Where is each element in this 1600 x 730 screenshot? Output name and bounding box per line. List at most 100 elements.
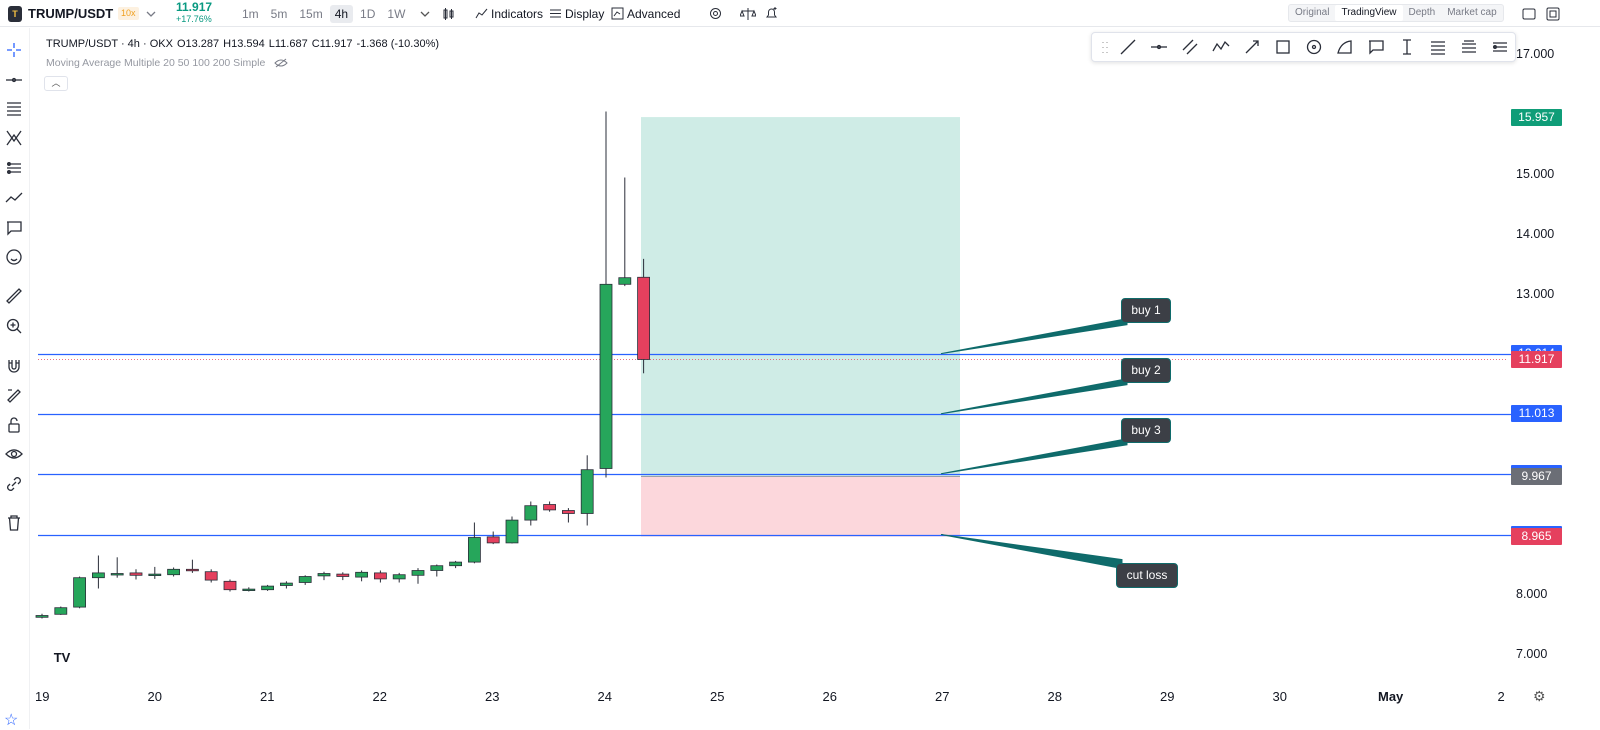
fullscreen-icon[interactable]: [1546, 0, 1560, 27]
tab-1m[interactable]: 1m: [242, 6, 259, 21]
more-timeframes-icon[interactable]: [420, 0, 430, 27]
indicator-legend[interactable]: Moving Average Multiple 20 50 100 200 Si…: [46, 57, 288, 69]
rectangle-tool-icon[interactable]: [1267, 34, 1298, 60]
candle-body: [336, 573, 350, 577]
time-axis-tick: 29: [1160, 689, 1175, 704]
chevron-down-icon[interactable]: [146, 0, 156, 27]
hide-eye-icon[interactable]: [274, 58, 288, 68]
window-icon[interactable]: [1522, 0, 1536, 27]
price-badge: 8.965: [1511, 528, 1562, 546]
callout-pointer: [940, 534, 1123, 570]
price-range-tool-icon[interactable]: [1391, 34, 1422, 60]
display-button[interactable]: Display: [549, 0, 604, 27]
candle-body: [185, 568, 199, 572]
forecast-tool-icon[interactable]: [4, 188, 24, 208]
candle-body: [35, 615, 49, 618]
tab-4h[interactable]: 4h: [329, 4, 354, 23]
callout-buy-3[interactable]: buy 3: [1121, 417, 1171, 443]
price-axis-tick: 17.000: [1516, 46, 1555, 61]
time-axis-tick: May: [1378, 689, 1404, 704]
settings-gear-icon[interactable]: [708, 0, 723, 27]
legend-low: L11.687: [268, 38, 308, 50]
view-market-cap[interactable]: Market cap: [1447, 7, 1497, 18]
arc-tool-icon[interactable]: [1329, 34, 1360, 60]
time-axis-tick: 27: [935, 689, 950, 704]
scale-balance-icon[interactable]: [740, 0, 756, 27]
display-icon: [550, 9, 561, 18]
pair-name: TRUMP/USDT: [28, 6, 114, 21]
time-axis-tick: 24: [597, 689, 612, 704]
view-depth[interactable]: Depth: [1408, 7, 1436, 18]
circle-tool-icon[interactable]: [1298, 34, 1329, 60]
prediction-tool-icon[interactable]: [4, 158, 24, 178]
candle-body: [618, 277, 632, 285]
alert-add-icon[interactable]: [764, 0, 779, 27]
callout-cut-loss[interactable]: cut loss: [1116, 562, 1178, 588]
advanced-button[interactable]: Advanced: [611, 0, 680, 27]
view-tradingview[interactable]: TradingView: [1335, 5, 1403, 21]
horizontal-ray-icon[interactable]: [1143, 34, 1174, 60]
legend-close: C11.917: [311, 38, 353, 50]
arrow-tool-icon[interactable]: [1236, 34, 1267, 60]
eye-icon[interactable]: [4, 444, 24, 464]
candle-type-icon[interactable]: [442, 0, 456, 27]
tab-15m[interactable]: 15m: [299, 6, 323, 21]
callout-tool-icon[interactable]: [1360, 34, 1391, 60]
top-toolbar: T TRUMP/USDT 10x 11.917 +17.76% 1m 5m 15…: [0, 0, 1600, 27]
lock-icon[interactable]: [4, 415, 24, 435]
candle-body: [505, 519, 519, 544]
price-axis-tick: 14.000: [1516, 226, 1555, 241]
tab-5m[interactable]: 5m: [270, 6, 288, 21]
candle-body: [355, 571, 369, 578]
time-axis-tick: 19: [35, 689, 50, 704]
symbol-selector[interactable]: TRUMP/USDT: [28, 0, 113, 27]
stop-zone: [641, 476, 960, 537]
favorite-star-icon[interactable]: ☆: [4, 712, 19, 729]
magnet-icon[interactable]: [4, 356, 24, 376]
indicator-label: Moving Average Multiple 20 50 100 200 Si…: [46, 57, 266, 69]
collapse-legend-button[interactable]: ︿: [44, 76, 68, 91]
line-tool-icon[interactable]: [1112, 34, 1143, 60]
fib-tool-icon[interactable]: [4, 98, 24, 118]
long-position-tool-icon[interactable]: [1422, 34, 1453, 60]
trash-icon[interactable]: [4, 513, 24, 533]
indicators-button[interactable]: Indicators: [475, 0, 543, 27]
callout-buy-2[interactable]: buy 2: [1121, 357, 1171, 383]
parallel-channel-icon[interactable]: [1174, 34, 1205, 60]
link-icon[interactable]: [4, 474, 24, 494]
tab-1w[interactable]: 1W: [387, 6, 406, 21]
tab-1d[interactable]: 1D: [360, 6, 376, 21]
ruler-icon[interactable]: [4, 286, 24, 306]
candle-body: [92, 572, 105, 579]
legend-open: O13.287: [176, 38, 220, 50]
drag-handle-icon[interactable]: [1098, 34, 1112, 60]
candle-body: [298, 576, 312, 583]
candle-body: [430, 565, 444, 571]
path-tool-icon[interactable]: [1205, 34, 1236, 60]
emoji-icon[interactable]: [4, 247, 24, 267]
crosshair-icon[interactable]: [4, 40, 24, 60]
target-zone: [641, 117, 960, 477]
candle-body: [242, 588, 256, 591]
price-axis-tick: 13.000: [1516, 286, 1555, 301]
short-position-tool-icon[interactable]: [1453, 34, 1484, 60]
callout-buy-1[interactable]: buy 1: [1121, 297, 1171, 323]
lock-drawing-icon[interactable]: [4, 385, 24, 405]
time-axis-tick: 2: [1497, 689, 1505, 704]
view-original[interactable]: Original: [1295, 7, 1330, 18]
tradingview-logo-icon[interactable]: TV: [49, 646, 75, 670]
axis-settings-icon[interactable]: ⚙: [1533, 688, 1546, 704]
time-axis-tick: 26: [822, 689, 837, 704]
annotation-comment-icon[interactable]: [4, 218, 24, 238]
price-badge: 9.967: [1511, 467, 1562, 485]
price-badge: 15.957: [1511, 108, 1562, 126]
price-axis-tick: 8.000: [1516, 586, 1548, 601]
candle-body: [261, 585, 275, 591]
time-axis-tick: 20: [147, 689, 162, 704]
zoom-in-icon[interactable]: [4, 316, 24, 336]
trendline-tool-icon[interactable]: [4, 70, 24, 90]
projection-tool-icon[interactable]: [1484, 34, 1515, 60]
pattern-tool-icon[interactable]: [4, 128, 24, 148]
legend-change: -1.368 (-10.30%): [356, 38, 440, 50]
